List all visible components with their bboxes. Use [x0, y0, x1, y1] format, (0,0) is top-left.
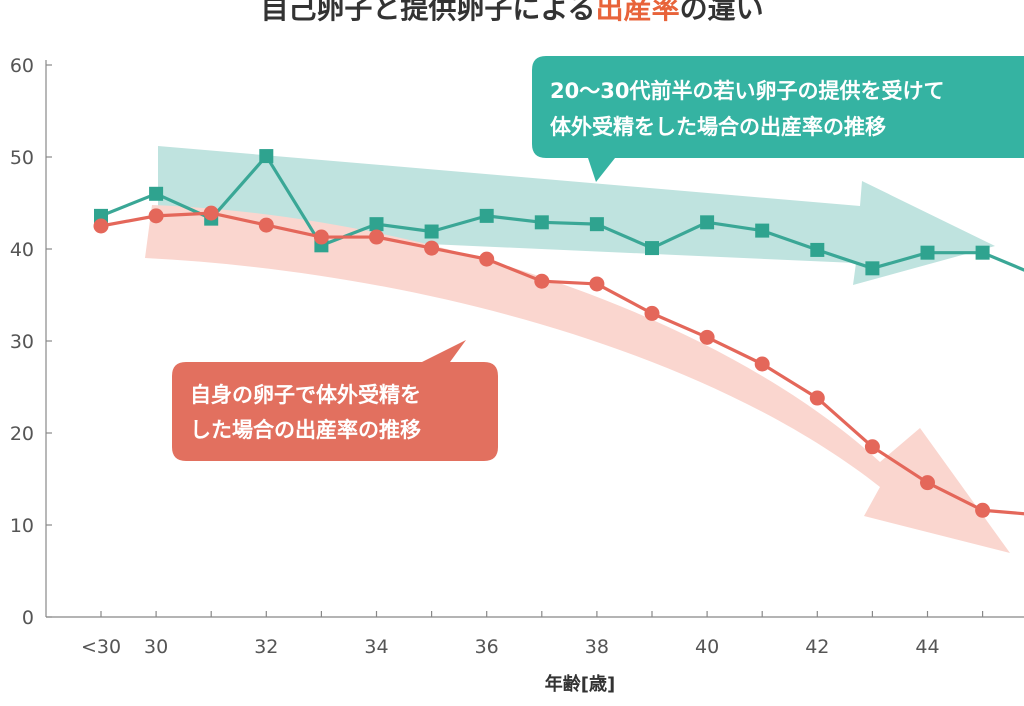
series-own-point [644, 305, 660, 321]
series-donor-point [149, 186, 164, 201]
x-tick-label: 30 [144, 636, 168, 658]
x-tick-label: 44 [915, 636, 939, 658]
title-accent: 出産率 [596, 0, 680, 25]
series-own-point [479, 251, 495, 267]
series-donor-point [589, 217, 604, 232]
annotation-donor-line1: 20〜30代前半の若い卵子の提供を受けて [550, 79, 944, 103]
title-part3: の違い [680, 0, 764, 25]
series-own-line [100, 211, 1024, 516]
series-donor-point [645, 241, 659, 256]
y-tick-label: 0 [22, 607, 34, 629]
x-axis-title: 年齢[歳] [545, 673, 615, 695]
series-donor-point [424, 224, 439, 239]
series-own-point [258, 217, 274, 233]
y-tick-label: 20 [10, 423, 34, 445]
annotation-donor-box [532, 56, 1024, 182]
y-tick-label: 60 [10, 55, 34, 77]
series-donor-point [479, 208, 494, 223]
annotation-own-line2: した場合の出産率の推移 [190, 418, 421, 442]
series-donor-point [755, 223, 770, 238]
series-donor-point [700, 215, 715, 230]
series-donor-point [865, 261, 880, 276]
annotation-donor-line2: 体外受精をした場合の出産率の推移 [550, 115, 886, 139]
y-tick-label: 50 [10, 147, 34, 169]
chart-title: 自己卵子と提供卵子による出産率の違い [260, 0, 763, 25]
series-own-point [424, 240, 440, 256]
own-trend-band [145, 205, 1010, 553]
series-donor [94, 149, 1024, 276]
annotation-donor: 20〜30代前半の若い卵子の提供を受けて 体外受精をした場合の出産率の推移 [532, 56, 1024, 182]
donor-trend-band [158, 146, 995, 285]
series-own-point [864, 439, 880, 455]
x-tick-label: <30 [81, 636, 121, 658]
annotation-own-line1: 自身の卵子で体外受精を [190, 383, 421, 407]
series-donor-point [534, 215, 549, 230]
series-own-point [975, 502, 991, 518]
series-own-point [920, 475, 935, 491]
series-own-point [148, 208, 164, 224]
series-donor-line [100, 154, 1024, 272]
y-tick-label: 10 [10, 515, 34, 537]
series-own-point [589, 276, 605, 292]
series-donor-point [975, 245, 990, 260]
series-donor-point [259, 149, 274, 164]
series-own-point [754, 356, 770, 372]
x-tick-label: 32 [254, 636, 278, 658]
series-own-point [369, 229, 384, 245]
x-tick-label: 42 [805, 636, 829, 658]
title-part1: 自己卵子と提供卵子による [260, 0, 595, 25]
series-own-point [534, 273, 550, 289]
series-own-point [699, 329, 715, 345]
x-tick-label: 38 [585, 636, 609, 658]
y-tick-label: 40 [10, 239, 34, 261]
series-own-point [809, 390, 825, 406]
x-tick-label: 34 [364, 636, 388, 658]
x-tick-label: 36 [475, 636, 499, 658]
series-donor-point [920, 245, 935, 260]
x-tick-label: 40 [695, 636, 719, 658]
series-own-point [203, 205, 219, 221]
annotation-own: 自身の卵子で体外受精を した場合の出産率の推移 [172, 340, 498, 461]
series-donor-point [369, 217, 384, 232]
series-own [93, 205, 1024, 518]
series-own-point [93, 218, 109, 234]
series-own-point [313, 229, 329, 245]
annotation-own-box [172, 340, 498, 461]
series-donor-point [810, 242, 825, 257]
y-tick-label: 30 [10, 331, 34, 353]
